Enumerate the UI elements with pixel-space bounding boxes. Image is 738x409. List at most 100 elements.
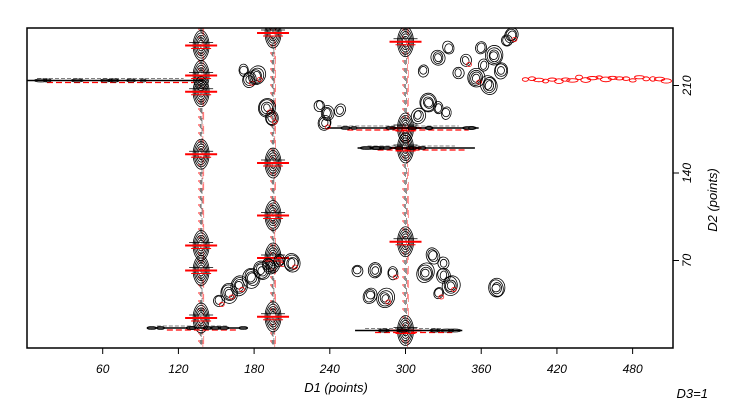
contour-ring [284,254,299,271]
x-tick-label: 420 [547,362,567,376]
cross-peak-40 [441,275,461,296]
contour-ring [213,294,226,307]
contour-ring [371,266,380,275]
red-contour [451,287,457,292]
contour-ring [454,68,462,78]
cross-peak-3 [313,99,325,113]
contour-ring [434,53,443,63]
y-tick-label: 140 [680,163,694,183]
contour-ring [488,49,500,63]
red-contour [628,78,637,83]
x-tick-label: 180 [244,362,264,376]
x-tick-label: 60 [96,362,110,376]
row-contour [146,326,157,330]
contour-ring [214,295,223,305]
row-contour [377,328,391,333]
row-contour [439,328,455,333]
contour-ring [476,42,486,53]
contour-ring [471,73,480,83]
d3-footer: D3=1 [677,386,708,401]
row-contour [34,78,48,83]
contour-ring [427,249,439,263]
row-contour [238,326,248,330]
contour-ring [505,28,518,42]
contour-ring [420,94,436,112]
contour-ring [388,268,398,278]
red-contour [560,77,571,82]
contour-ring [434,288,443,298]
row-contour [126,78,137,83]
cross-peak-45 [425,247,441,265]
cross-peak-41 [488,277,506,298]
cross-peak-16 [477,58,490,72]
row-contour [99,78,111,83]
red-streak [521,74,672,85]
column-peak [185,302,218,334]
contour-ring [422,96,435,109]
column-peak [389,226,422,258]
row-contour [378,146,393,150]
y-tick-label: 210 [680,75,694,96]
contour-ring [317,114,332,131]
row-contour [350,126,358,130]
cross-peak-43 [376,287,395,309]
contour-ring [258,98,276,118]
row-streak-3 [146,325,248,331]
contour-ring [439,258,448,268]
row-streak-4 [355,328,463,334]
contour-ring [321,107,333,120]
contour-ring [437,256,450,270]
cross-peak-15 [467,67,486,88]
row-streak-2 [357,145,475,151]
row-contour [398,328,409,333]
contour-ring [220,282,238,304]
contour-ring [489,51,498,60]
contour-ring [387,266,399,281]
contour-ring [461,56,470,65]
red-contour [256,77,263,82]
contour-ring [248,65,267,85]
contour-ring [485,45,504,66]
contour-ring [419,266,432,280]
contour-ring [489,279,504,297]
contour-ring [483,78,495,92]
red-contour [393,274,399,280]
contour-ring [253,260,271,280]
contour-layer [27,28,672,348]
column-streak-0 [185,28,218,348]
column-peak [185,255,218,286]
column-peak [185,60,218,91]
red-contour [649,76,657,82]
contour-ring [443,276,458,294]
contour-ring [428,250,438,261]
contour-ring [446,281,455,291]
cross-peak-36 [387,266,399,281]
contour-ring [424,98,434,108]
contour-ring [334,103,346,117]
contour-ring [441,275,461,296]
contour-ring [377,290,393,307]
red-contour [438,294,445,300]
contour-ring [245,271,258,284]
cross-peak-31 [283,253,301,273]
red-contour [547,77,557,82]
contour-ring [336,105,344,115]
contour-ring [444,43,454,54]
x-axis-label: D1 (points) [304,380,368,395]
cross-peak-19 [479,75,498,95]
cross-peak-34 [351,264,364,278]
row-contour [406,126,418,130]
contour-ring [432,51,444,64]
contour-ring [491,282,502,295]
red-contour [607,75,618,80]
row-contour [209,326,222,330]
contour-ring [484,80,493,90]
row-contour [429,328,442,333]
x-tick-label: 240 [319,362,340,376]
contour-ring [253,262,270,279]
row-contour [417,146,427,150]
row-contour [394,146,404,150]
contour-ring [479,75,498,95]
red-contour [229,294,235,300]
